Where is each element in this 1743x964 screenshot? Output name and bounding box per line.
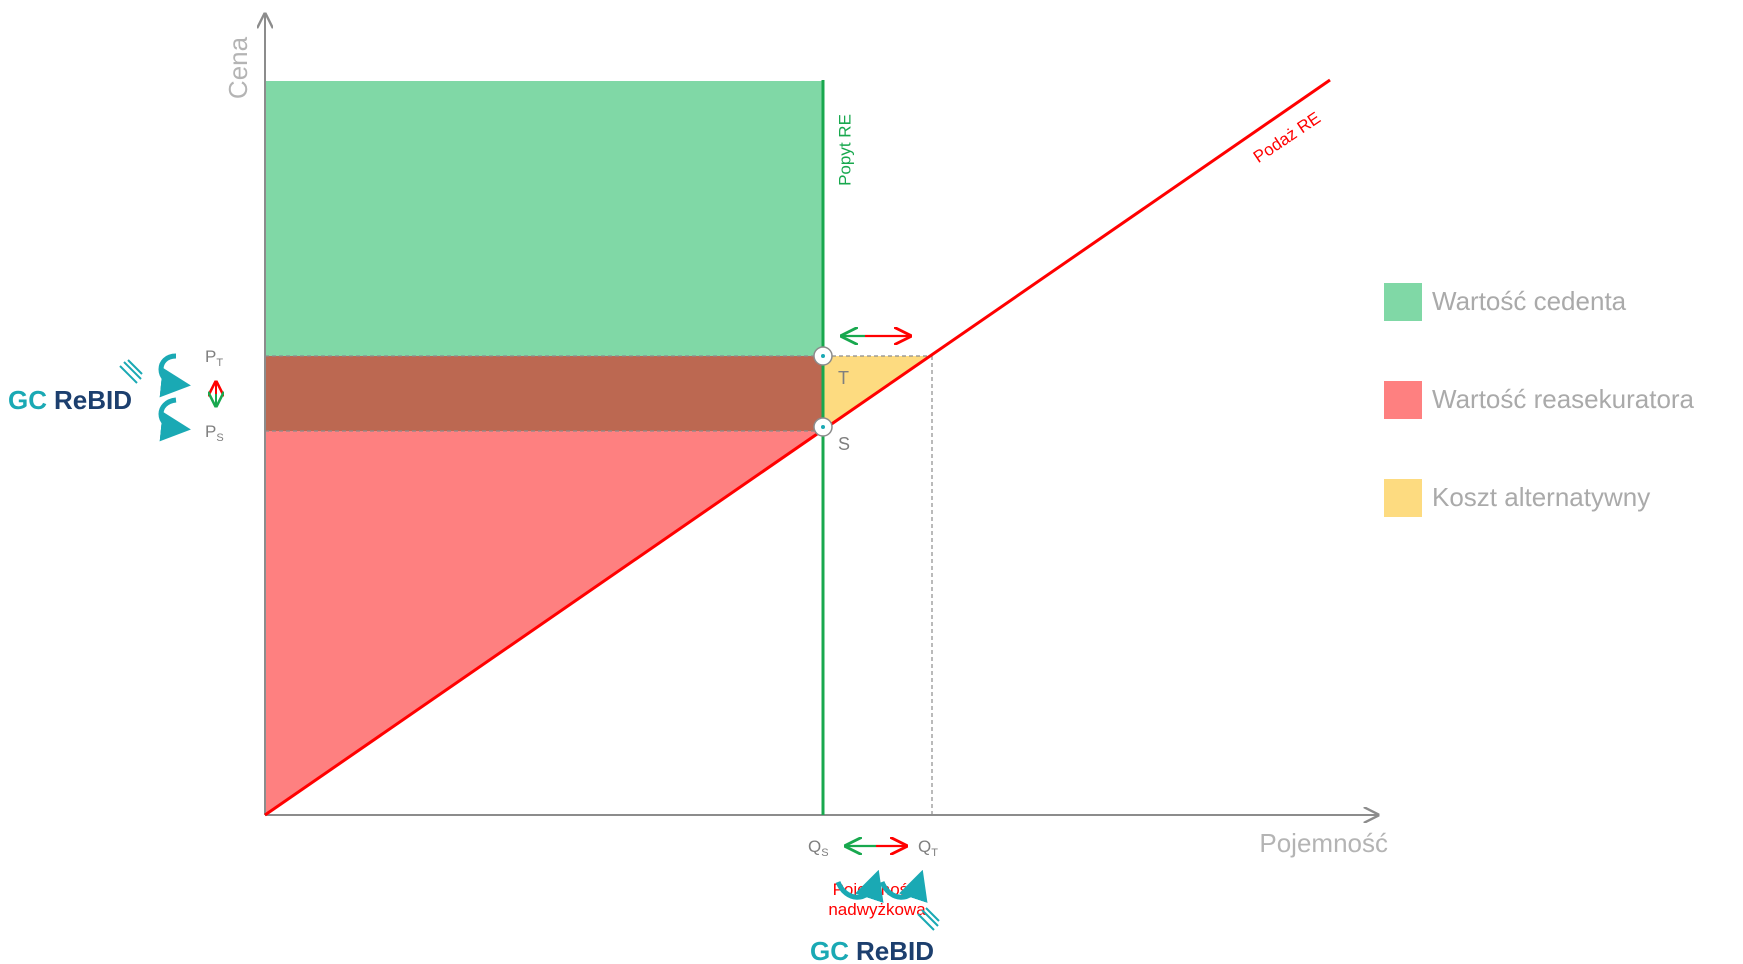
cedent-value-area	[265, 81, 823, 356]
demand-curve-label: Popyt RE	[835, 114, 854, 186]
price-tick-pt: PT	[205, 347, 223, 369]
point-t-label: T	[838, 368, 849, 388]
y-axis-label: Cena	[223, 36, 253, 99]
legend-swatch-cedent	[1384, 283, 1422, 321]
legend: Wartość cedenta Wartość reasekuratora Ko…	[1384, 283, 1695, 517]
legend-label-reinsurer: Wartość reasekuratora	[1432, 384, 1695, 414]
curved-arrow-upper-icon	[158, 353, 191, 398]
legend-swatch-opportunity	[1384, 479, 1422, 517]
price-tick-ps: PS	[205, 422, 224, 444]
logo-rebid-text: ReBID	[856, 936, 934, 964]
curved-arrow-lower-icon	[158, 397, 191, 442]
legend-label-cedent: Wartość cedenta	[1432, 286, 1627, 316]
curved-arrow-bottom-left-icon	[835, 869, 884, 903]
quantity-tick-qt: QT	[918, 837, 938, 859]
gc-rebid-logo-bottom: GC ReBID	[810, 907, 940, 964]
legend-swatch-reinsurer	[1384, 381, 1422, 419]
quantity-tick-qs: QS	[808, 837, 829, 859]
supply-curve	[264, 78, 1331, 817]
logo-gc-text: GC	[8, 385, 47, 415]
point-t-marker	[813, 346, 833, 366]
logo-feather-icon	[119, 359, 143, 384]
logo-feather-icon	[917, 907, 940, 931]
logo-rebid-text: ReBID	[54, 385, 132, 415]
supply-curve-label: Podaż RE	[1250, 108, 1324, 167]
x-axis-label: Pojemność	[1259, 828, 1388, 858]
legend-label-opportunity: Koszt alternatywny	[1432, 482, 1650, 512]
gc-rebid-logo-left: GC ReBID	[8, 359, 143, 415]
excess-capacity-label: Pojemność nadwyżkowa	[828, 880, 926, 919]
logo-gc-text: GC	[810, 936, 849, 964]
point-s-marker	[813, 417, 833, 437]
overlap-value-area	[265, 356, 823, 431]
curved-arrow-bottom-right-icon	[879, 869, 928, 903]
point-s-label: S	[838, 434, 850, 454]
